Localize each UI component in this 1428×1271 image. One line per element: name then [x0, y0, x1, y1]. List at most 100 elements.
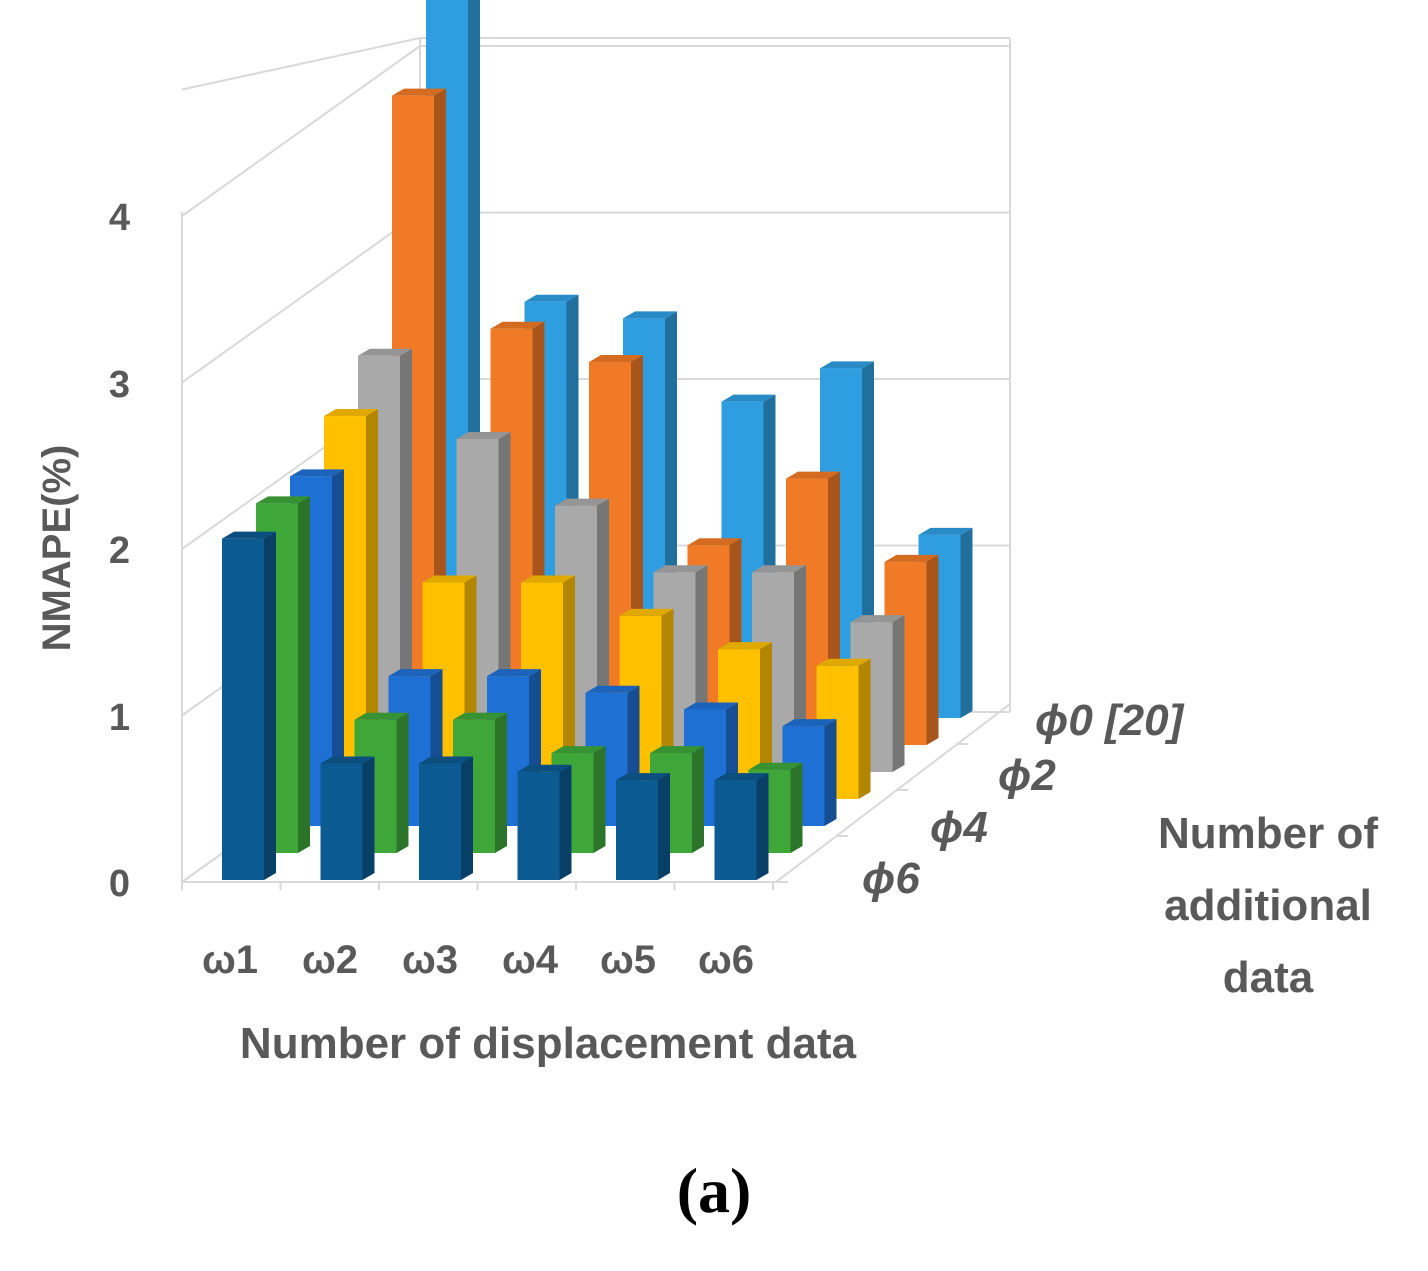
- bar-top-face: [623, 311, 677, 319]
- bar-side-face: [396, 712, 409, 853]
- bar-top-face: [752, 565, 806, 573]
- bar-top-face: [687, 538, 742, 546]
- bar-top-face: [653, 565, 708, 573]
- bar-top-face: [589, 355, 643, 363]
- bar-side-face: [593, 746, 606, 853]
- bar-side-face: [400, 348, 412, 772]
- bar-top-face: [422, 575, 477, 583]
- depth-axis-tick-labels: ϕ0 [20] ϕ2 ϕ4 ϕ6: [862, 696, 1185, 903]
- bar-side-face: [559, 764, 572, 880]
- depth-tick-label: ϕ0 [20]: [1035, 696, 1185, 745]
- bar-side-face: [692, 746, 704, 853]
- bar-top-face: [490, 321, 545, 329]
- bar-top-face: [419, 756, 473, 764]
- bar: [714, 773, 769, 880]
- bar-series-group: [222, 0, 973, 880]
- bar-front-face: [616, 780, 658, 880]
- x-tick-label: ω4: [502, 938, 559, 982]
- bar-top-face: [748, 762, 803, 770]
- bar: [748, 762, 803, 853]
- bar-top-face: [256, 496, 310, 504]
- bar-front-face: [222, 538, 264, 880]
- bar-side-face: [298, 496, 310, 853]
- bar-top-face: [650, 746, 704, 754]
- bar-top-face: [721, 394, 776, 402]
- bar-top-face: [388, 669, 443, 677]
- bar-top-face: [487, 669, 541, 677]
- bar-top-face: [816, 658, 871, 666]
- bar-top-face: [524, 294, 579, 302]
- x-tick-label: ω2: [302, 938, 358, 982]
- bar-side-face: [790, 762, 803, 853]
- bar-top-face: [551, 746, 606, 754]
- bar-side-face: [960, 527, 973, 718]
- bar-top-face: [290, 469, 344, 477]
- bar-side-face: [366, 409, 378, 799]
- bar-top-face: [782, 719, 837, 727]
- bar-top-face: [850, 615, 905, 623]
- bar-side-face: [756, 773, 769, 880]
- bar-top-face: [684, 702, 738, 710]
- bar-side-face: [658, 773, 670, 880]
- depth-axis-title-line: Number of: [1158, 809, 1378, 858]
- x-tick-label: ω6: [698, 938, 754, 982]
- x-axis-tick-labels: ω1 ω2 ω3 ω4 ω5 ω6: [202, 938, 754, 982]
- bar-side-face: [892, 615, 905, 772]
- y-axis-title: NMAPE(%): [35, 445, 79, 652]
- bar-top-face: [786, 471, 840, 479]
- depth-axis-title-line: data: [1223, 953, 1314, 1002]
- bar: [517, 764, 572, 880]
- bar-top-face: [324, 409, 378, 417]
- x-axis-title: Number of displacement data: [240, 1019, 857, 1068]
- y-axis-tick-labels: 0 1 2 3 4: [109, 197, 130, 905]
- x-tick-label: ω3: [402, 938, 458, 982]
- bar-top-face: [320, 756, 375, 764]
- bar-side-face: [760, 642, 772, 799]
- depth-tick-label: ϕ6: [862, 854, 920, 903]
- bar-side-face: [461, 756, 473, 880]
- bar-top-face: [918, 527, 973, 535]
- bar-front-face: [517, 771, 560, 880]
- bar: [222, 531, 276, 880]
- bar: [320, 756, 375, 880]
- bar-side-face: [332, 469, 344, 826]
- bar-top-face: [619, 608, 674, 616]
- bar-top-face: [616, 773, 670, 781]
- bar-top-face: [820, 361, 874, 369]
- bar-top-face: [358, 348, 412, 356]
- depth-axis-title: Number of additional data: [1158, 809, 1378, 1002]
- gridline-left-wall: [181, 211, 421, 384]
- y-tick-label: 2: [109, 530, 130, 572]
- bar-top-face: [456, 432, 511, 439]
- bar: [616, 773, 670, 880]
- bar-top-face: [453, 712, 507, 720]
- bar-top-face: [714, 773, 769, 781]
- bar-top-face: [222, 531, 276, 539]
- depth-tick-label: ϕ4: [930, 803, 988, 852]
- y-tick-label: 1: [109, 697, 130, 739]
- bar-front-face: [714, 780, 757, 880]
- bar-top-face: [585, 685, 640, 693]
- bar-side-face: [926, 554, 939, 745]
- x-tick-label: ω5: [600, 938, 656, 982]
- bar: [782, 719, 837, 826]
- bar-front-face: [320, 763, 363, 880]
- bar-top-face: [521, 575, 575, 583]
- depth-axis-title-line: additional: [1164, 881, 1372, 930]
- y-tick-label: 4: [109, 197, 130, 239]
- bar-side-face: [858, 658, 871, 799]
- gridline-left-wall: [181, 45, 421, 217]
- panel-label: (a): [677, 1155, 752, 1226]
- bar-top-face: [884, 554, 939, 562]
- bar-side-face: [264, 531, 276, 880]
- depth-tick-label: ϕ2: [998, 751, 1056, 800]
- bar-top-face: [354, 712, 409, 720]
- gridline-left-wall: [181, 37, 421, 91]
- bar-side-face: [495, 712, 507, 853]
- bar-top-face: [517, 764, 572, 772]
- bar: [419, 756, 473, 880]
- bar-top-face: [392, 88, 446, 96]
- bar-side-face: [563, 575, 575, 799]
- bar-side-face: [824, 719, 837, 826]
